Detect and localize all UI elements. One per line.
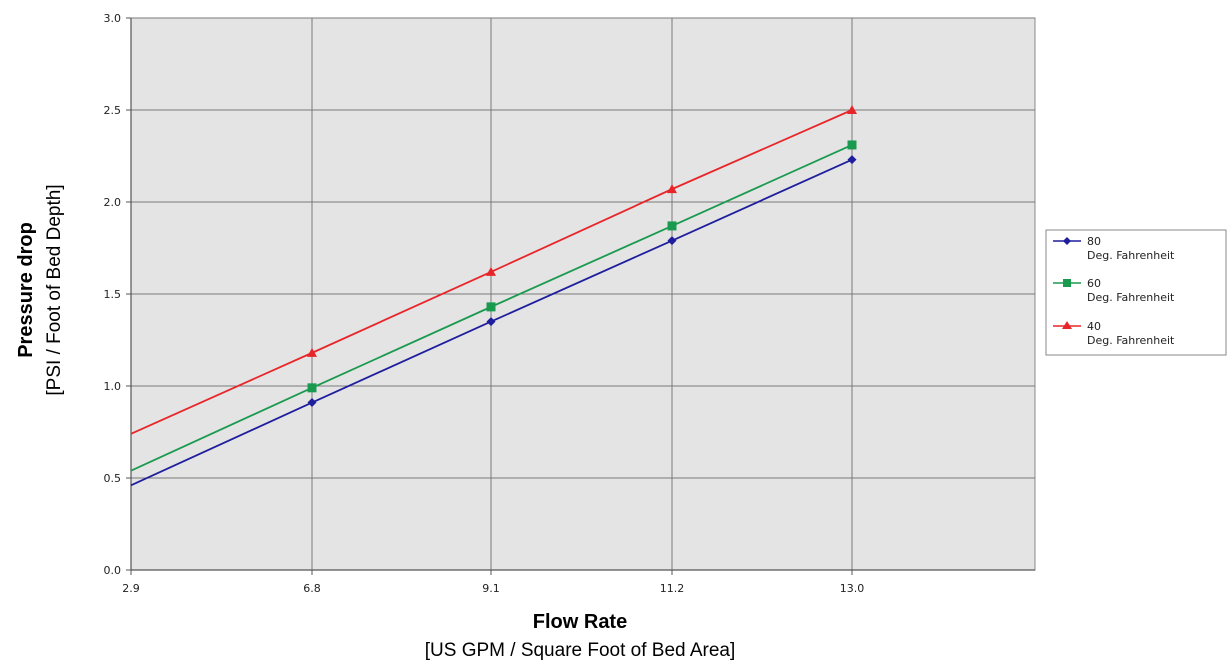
legend-box: [1045, 229, 1227, 356]
y-tick-label: 2.0: [104, 196, 122, 209]
legend-marker-diamond: [1063, 237, 1071, 245]
y-tick-label: 0.5: [104, 472, 122, 485]
data-point-marker-40: [667, 184, 677, 194]
x-axis-title: Flow Rate: [533, 611, 627, 633]
legend-label-unit: Deg. Fahrenheit: [1087, 291, 1175, 304]
data-point-marker-80: [307, 398, 317, 408]
y-axis-title: Pressure drop: [15, 222, 37, 358]
legend-marker-triangle: [1062, 321, 1072, 329]
data-point-marker-60: [486, 302, 496, 312]
legend-label: 40: [1087, 320, 1101, 333]
legend-item-40: 40 Deg. Fahrenheit: [1053, 320, 1175, 347]
x-tick-label: 2.9: [122, 582, 140, 595]
x-axis-subtitle: [US GPM / Square Foot of Bed Area]: [425, 640, 736, 661]
y-tick-label: 3.0: [104, 12, 122, 25]
legend-label-unit: Deg. Fahrenheit: [1087, 334, 1175, 347]
y-axis-ticks: 0.0 0.5 1.0 1.5 2.0 2.5 3.0: [104, 12, 131, 577]
data-point-marker-40: [307, 347, 317, 357]
data-point-marker-80: [847, 155, 857, 165]
y-axis-subtitle: [PSI / Foot of Bed Depth]: [44, 184, 65, 395]
data-point-marker-40: [486, 266, 496, 276]
y-tick-label: 2.5: [104, 104, 122, 117]
data-point-marker-80: [486, 317, 496, 327]
gridlines: [130, 17, 1035, 571]
legend-label: 80: [1087, 235, 1101, 248]
x-tick-label: 6.8: [303, 582, 321, 595]
data-point-marker-60: [667, 221, 677, 231]
legend-item-60: 60 Deg. Fahrenheit: [1053, 277, 1175, 304]
x-tick-label: 9.1: [482, 582, 500, 595]
legend-item-80: 80 Deg. Fahrenheit: [1053, 235, 1175, 262]
x-axis-ticks: 2.9 6.8 9.1 11.2 13.0: [122, 570, 864, 595]
x-tick-label: 13.0: [840, 582, 865, 595]
data-point-marker-60: [847, 140, 857, 150]
series-markers: [307, 105, 857, 408]
legend-label-unit: Deg. Fahrenheit: [1087, 249, 1175, 262]
x-tick-label: 11.2: [660, 582, 685, 595]
data-point-marker-60: [307, 383, 317, 393]
y-tick-label: 0.0: [104, 564, 122, 577]
legend: 80 Deg. Fahrenheit 60 Deg. Fahrenheit 40…: [1045, 229, 1227, 356]
y-tick-label: 1.0: [104, 380, 122, 393]
legend-marker-square: [1063, 279, 1071, 287]
legend-label: 60: [1087, 277, 1101, 290]
data-point-marker-80: [667, 236, 677, 246]
y-tick-label: 1.5: [104, 288, 122, 301]
data-point-marker-40: [847, 105, 857, 114]
